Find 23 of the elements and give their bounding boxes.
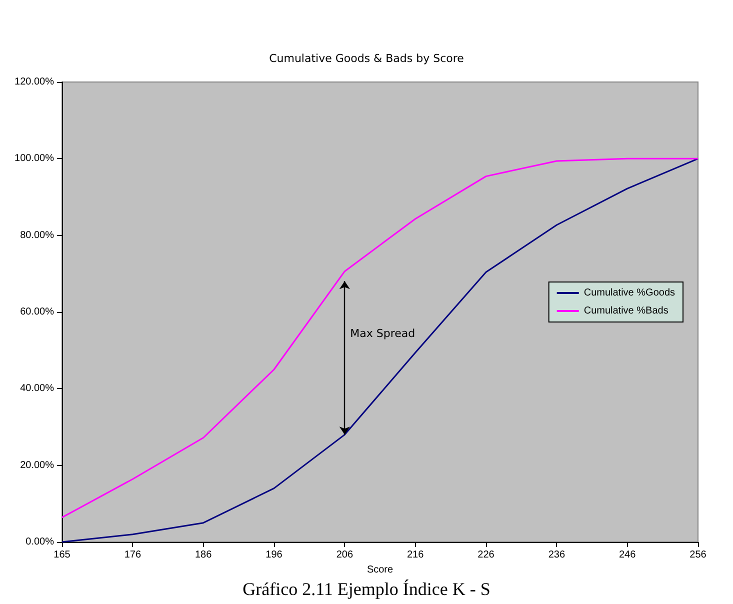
x-tick-label: 256 [690, 550, 707, 560]
x-tick-label: 186 [194, 550, 212, 560]
x-tick-label: 216 [406, 550, 424, 560]
x-tick-label: 206 [336, 550, 354, 560]
y-tick-label: 40.00% [20, 383, 54, 394]
legend-label: Cumulative %Bads [584, 306, 668, 316]
x-axis-title: Score [366, 564, 394, 576]
x-tick-label: 196 [266, 550, 283, 560]
x-tick-label: 236 [548, 550, 566, 560]
annotation: Max Spread [350, 326, 416, 340]
y-tick-label: 120.00% [14, 76, 54, 88]
y-tick-label: 100.00% [14, 153, 54, 164]
x-tick-label: 176 [124, 550, 142, 560]
legend-label: Cumulative %Goods [584, 288, 676, 298]
y-tick-label: 20.00% [20, 460, 54, 471]
x-tick-label: 246 [618, 550, 636, 560]
x-tick-label: 226 [478, 550, 495, 560]
x-tick-label: 165 [54, 550, 71, 560]
y-tick-label: 60.00% [20, 306, 54, 318]
y-tick-label: 80.00% [20, 230, 54, 241]
y-tick-label: 0.00% [26, 536, 54, 548]
chart-title: Cumulative Goods & Bads by Score [269, 52, 464, 65]
text: Gráfico 2.11 Ejemplo Índice K - S [242, 579, 490, 599]
